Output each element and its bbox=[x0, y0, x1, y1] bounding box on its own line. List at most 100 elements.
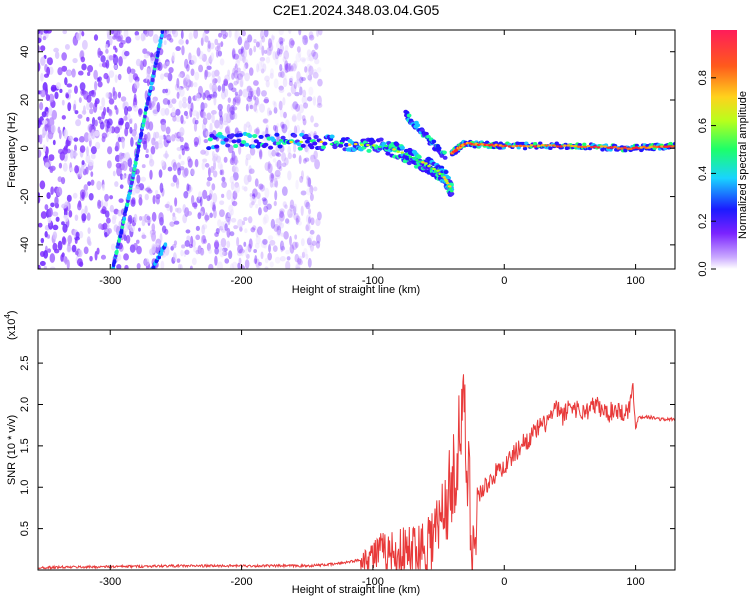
spectrogram-carrier-peak bbox=[600, 145, 604, 148]
spectrogram-carrier-peak bbox=[555, 145, 560, 148]
spectrogram-noise-cell bbox=[112, 86, 116, 97]
spectrogram-noise-cell bbox=[231, 156, 235, 163]
spectrogram-noise-cell bbox=[264, 75, 270, 82]
spectrogram-noise-cell bbox=[42, 36, 47, 41]
spectrogram-noise-cell bbox=[81, 191, 85, 200]
spectrogram-noise-cell bbox=[152, 194, 156, 205]
spectrogram-noise-cell bbox=[97, 81, 103, 88]
spectrogram-noise-cell bbox=[250, 90, 254, 98]
spectrogram-noise-cell bbox=[300, 170, 304, 180]
spectrogram-carrier-peak bbox=[507, 145, 512, 148]
spectrogram-noise-cell bbox=[263, 239, 268, 249]
spectrogram-noise-cell bbox=[184, 146, 190, 152]
spectrogram-tone-cell bbox=[443, 169, 449, 174]
spectrogram-noise-cell bbox=[79, 82, 86, 91]
spectrogram-noise-cell bbox=[100, 254, 107, 260]
spectrogram-noise-cell bbox=[274, 190, 278, 201]
spectrogram-noise-cell bbox=[115, 141, 120, 152]
spectrogram-noise-cell bbox=[223, 156, 228, 163]
spectrogram-noise-cell bbox=[117, 91, 122, 99]
spectrogram-noise-cell bbox=[272, 50, 277, 61]
spectrogram-noise-cell bbox=[283, 111, 287, 119]
spectrogram-noise-cell bbox=[219, 247, 225, 258]
spectrogram-noise-cell bbox=[180, 30, 184, 40]
spectrogram-noise-cell bbox=[222, 120, 229, 126]
spectrogram-noise-cell bbox=[46, 57, 51, 65]
spectrogram-noise-cell bbox=[293, 60, 298, 69]
spectrogram-noise-cell bbox=[287, 152, 292, 160]
spectrogram-noise-cell bbox=[278, 48, 283, 55]
spectrogram-carrier-cell bbox=[548, 146, 553, 151]
spectrogram-tone-cell bbox=[271, 138, 277, 143]
spectrogram-carrier-peak bbox=[518, 144, 523, 148]
spectrogram-noise-cell bbox=[220, 163, 224, 171]
spectrogram-noise-cell bbox=[211, 183, 216, 191]
spectrogram-noise-cell bbox=[142, 140, 148, 150]
spectrogram-carrier-peak bbox=[583, 145, 588, 149]
spectrogram-noise-cell bbox=[249, 202, 253, 209]
spectrogram-noise-cell bbox=[279, 208, 285, 214]
spectrogram-noise-cell bbox=[302, 118, 307, 126]
spectrogram-noise-cell bbox=[198, 64, 204, 73]
spectrogram-noise-cell bbox=[78, 70, 84, 76]
spectrogram-carrier-peak bbox=[551, 144, 556, 147]
spectrogram-carrier-peak bbox=[596, 146, 601, 149]
spectrogram-noise-cell bbox=[275, 219, 281, 227]
spectrogram-noise-cell bbox=[219, 58, 225, 66]
spectrogram-noise-cell bbox=[242, 88, 249, 98]
snr-x-ticks: -300 -200 -100 0 100 bbox=[99, 330, 645, 588]
spectrogram-tone-cell bbox=[236, 139, 242, 144]
spectrogram-noise-cell bbox=[186, 210, 193, 216]
spectrogram-noise-cell bbox=[255, 235, 261, 245]
spectrogram-noise-cell bbox=[115, 107, 119, 115]
spectrogram-carrier-cell bbox=[623, 148, 628, 153]
spectrogram-noise-cell bbox=[226, 189, 232, 200]
spectrogram-noise-cell bbox=[254, 178, 259, 187]
spectrogram-noise-cell bbox=[314, 159, 320, 170]
spectrogram-noise-cell bbox=[86, 102, 90, 111]
spectrogram-noise-cell bbox=[212, 78, 217, 85]
spectrogram-noise-cell bbox=[218, 32, 223, 38]
spectrogram-noise-cell bbox=[218, 225, 224, 231]
spectrogram-noise-cell bbox=[144, 30, 150, 37]
spectrogram-noise-cell bbox=[264, 266, 269, 269]
spectrogram-noise-cell bbox=[96, 180, 102, 191]
spectrogram-noise-cell bbox=[74, 250, 79, 256]
spectrogram-noise-cell bbox=[311, 240, 317, 246]
spectrogram-noise-cell bbox=[247, 216, 253, 224]
spectrogram-noise-cell bbox=[318, 30, 323, 36]
spectrogram-tone-cell bbox=[312, 141, 318, 146]
spectrogram-noise-cell bbox=[287, 170, 292, 181]
spectrogram-noise-cell bbox=[195, 249, 200, 255]
spectrogram-noise-cell bbox=[297, 259, 303, 266]
spectrogram-streak-cell bbox=[131, 172, 136, 178]
spectrogram-noise-cell bbox=[269, 72, 274, 79]
x-tick-label: 0 bbox=[501, 576, 507, 588]
spectrogram-noise-cell bbox=[285, 260, 291, 269]
spectrogram-noise-cell bbox=[224, 258, 230, 264]
spectrogram-noise-cell bbox=[233, 69, 239, 79]
spectrogram-tone-peak bbox=[289, 140, 293, 144]
spectrogram-noise-cell bbox=[274, 180, 279, 188]
spectrogram-noise-cell bbox=[105, 92, 110, 99]
spectrogram-noise-cell bbox=[249, 195, 255, 202]
spectrogram-noise-cell bbox=[239, 248, 245, 254]
spectrogram-noise-cell bbox=[80, 56, 86, 63]
spectrogram-noise-cell bbox=[86, 116, 90, 122]
spectrogram-tone-peak bbox=[309, 139, 314, 142]
spectrogram-noise-cell bbox=[249, 104, 254, 110]
spectrogram-noise-cell bbox=[293, 143, 297, 153]
spectrogram-noise-cell bbox=[173, 220, 180, 225]
spectrogram-noise-cell bbox=[166, 136, 173, 141]
spectrogram-noise-cell bbox=[243, 217, 248, 222]
spectrogram-noise-cell bbox=[178, 73, 183, 78]
spectrogram-noise-cell bbox=[87, 65, 94, 73]
spectrogram-noise-cell bbox=[252, 194, 256, 199]
spectrogram-noise-cell bbox=[136, 239, 140, 244]
spectrogram-tone-cell bbox=[225, 143, 231, 148]
spectrogram-noise-cell bbox=[106, 120, 111, 129]
spectrogram-noise-cell bbox=[225, 112, 230, 122]
spectrogram-noise-cell bbox=[182, 102, 188, 109]
spectrogram-noise-cell bbox=[290, 84, 297, 95]
spectrogram-noise-cell bbox=[182, 168, 188, 178]
